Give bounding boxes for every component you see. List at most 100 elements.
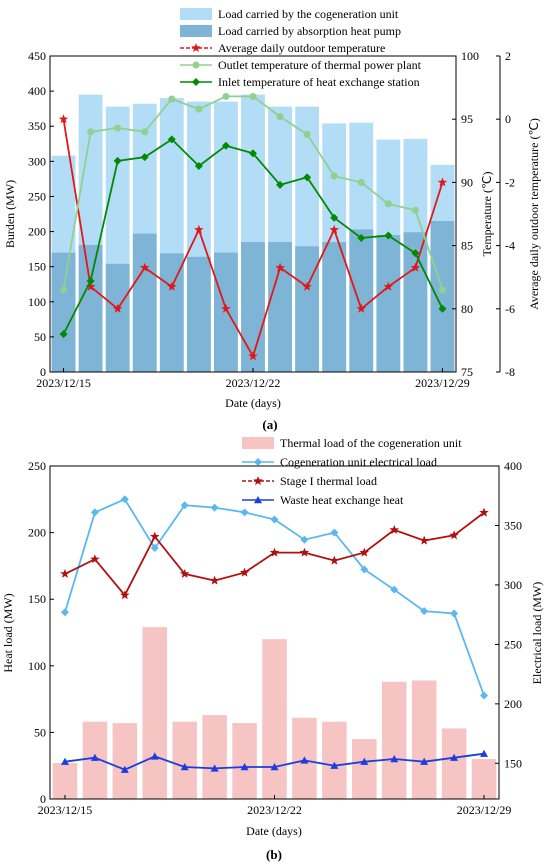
x-tick-label: 2023/12/15: [38, 803, 93, 817]
b-bar-thermal-load: [441, 728, 467, 799]
a-y-tick-label: 0: [40, 365, 46, 379]
b-point-stage-i-thermal: [419, 535, 429, 545]
a-point-outdoor-temp: [329, 224, 339, 234]
b-y-tick-label: 0: [40, 792, 46, 806]
a-bar-heat-pump: [295, 246, 320, 372]
a-left-axis: 0 50 100 150 200 250 300 350 400 450: [28, 49, 54, 379]
a-point-outdoor-temp: [58, 114, 69, 124]
b-bar-thermal-load: [202, 715, 227, 799]
a-y-tick-label: 450: [28, 49, 46, 63]
a-point-outdoor-temp: [112, 303, 123, 313]
b-point-waste-heat: [120, 765, 129, 773]
b-legend-thermal-load: Thermal load of the cogeneration unit: [242, 436, 462, 450]
b-x-axis: 2023/12/15 2023/12/22 2023/12/29: [38, 795, 512, 817]
a-bar-heat-pump: [214, 252, 238, 372]
a-bars: [51, 94, 455, 373]
b-point-waste-heat: [420, 757, 429, 765]
a-y-right2-tick-label: -2: [505, 175, 515, 189]
b-bars: [52, 627, 497, 799]
a-point-outdoor-temp: [275, 262, 285, 272]
a-point-inlet-temp: [59, 330, 68, 339]
a-point-outlet-temp: [303, 130, 311, 138]
b-legend-waste-heat-label: Waste heat exchange heat: [280, 493, 404, 507]
b-bar-thermal-load: [381, 681, 407, 799]
b-legend-waste-heat-marker: [254, 496, 262, 504]
b-point-stage-i-thermal: [60, 568, 70, 578]
b-y-tick-label: 50: [34, 725, 46, 739]
b-bar-thermal-load: [52, 763, 78, 799]
b-point-waste-heat: [240, 763, 249, 771]
b-y-right1-tick-label: 250: [504, 637, 522, 651]
b-point-stage-i-thermal: [299, 547, 310, 557]
a-bar-heat-pump: [105, 263, 130, 372]
a-legend-outlet-temp-label: Outlet temperature of thermal power plan…: [218, 58, 422, 72]
a-point-outlet-temp: [114, 124, 122, 132]
b-bar-thermal-load: [322, 721, 347, 799]
a-y-right1-tick-label: 100: [461, 49, 479, 63]
x-tick-label: 2023/12/22: [247, 803, 302, 817]
a-point-outdoor-temp: [221, 303, 231, 313]
a-point-outdoor-temp: [85, 281, 96, 291]
a-point-outdoor-temp: [302, 281, 312, 291]
a-y-right2-tick-label: 2: [505, 49, 511, 63]
a-legend-cogeneration: Load carried by the cogeneration unit: [180, 7, 399, 21]
b-point-stage-i-thermal: [120, 590, 130, 600]
b-legend-stage-i-label: Stage I thermal load: [280, 474, 377, 488]
a-y-right1-tick-label: 95: [461, 112, 473, 126]
a-point-inlet-temp: [303, 173, 312, 182]
a-point-outlet-temp: [195, 105, 203, 113]
b-point-stage-i-thermal: [209, 575, 220, 585]
a-ylabel: Burden (MW): [3, 180, 17, 248]
b-bar-thermal-load: [471, 759, 497, 799]
a-y-right2-tick-label: -8: [505, 365, 515, 379]
b-point-electrical-load: [270, 515, 279, 524]
b-point-electrical-load: [120, 495, 129, 504]
a-y-right2-tick-label: -4: [505, 239, 515, 253]
b-legend: Thermal load of the cogeneration unit Cog…: [242, 436, 462, 507]
a-point-outdoor-temp: [356, 303, 366, 313]
x-tick-label: 2023/12/29: [457, 803, 512, 817]
b-bar-thermal-load: [232, 723, 257, 799]
b-point-stage-i-thermal: [389, 524, 399, 534]
a-x-axis: 2023/12/15 2023/12/22 2023/12/29: [36, 368, 470, 390]
a-point-inlet-temp: [330, 213, 339, 222]
a-bar-heat-pump: [376, 235, 401, 372]
a-y-tick-label: 250: [28, 189, 46, 203]
a-point-inlet-temp: [167, 135, 176, 144]
b-point-electrical-load: [90, 508, 99, 517]
b-ylabel-right1: Electrical load (MW): [530, 582, 544, 685]
a-xlabel: Date (days): [225, 396, 281, 410]
a-y-right1-tick-label: 75: [461, 365, 473, 379]
b-point-waste-heat: [450, 753, 459, 761]
b-point-waste-heat: [480, 749, 489, 757]
a-y-tick-label: 150: [28, 260, 46, 274]
a-legend-outdoor-temp: Average daily outdoor temperature: [180, 41, 385, 55]
a-point-inlet-temp: [249, 149, 257, 158]
a-legend-cogeneration-label: Load carried by the cogeneration unit: [218, 7, 399, 21]
b-bar-thermal-load: [142, 627, 168, 799]
x-tick-label: 2023/12/15: [36, 376, 91, 390]
a-point-outlet-temp: [384, 200, 392, 208]
a-y-right2-tick-label: 0: [505, 112, 511, 126]
b-point-electrical-load: [420, 607, 429, 616]
b-right1-axis: 150 200 250 300 350 400: [495, 459, 522, 770]
b-bar-thermal-load: [262, 639, 287, 799]
a-y-tick-label: 350: [28, 119, 46, 133]
b-point-electrical-load: [360, 565, 369, 574]
a-right1-axis: 75 80 85 90 95 100: [452, 49, 479, 379]
a-point-inlet-temp: [411, 249, 420, 258]
b-point-waste-heat: [60, 757, 69, 765]
a-point-outlet-temp: [222, 92, 230, 100]
a-point-inlet-temp: [276, 180, 285, 189]
a-y-tick-label: 50: [34, 330, 46, 344]
b-legend-electrical-load-marker: [254, 458, 262, 466]
a-y-right1-tick-label: 80: [461, 302, 473, 316]
a-point-outdoor-temp: [194, 224, 204, 234]
a-legend-heat-pump-swatch: [180, 25, 212, 37]
b-point-waste-heat: [270, 763, 279, 771]
a-point-outlet-temp: [411, 206, 419, 214]
b-legend-stage-i: Stage I thermal load: [242, 474, 377, 488]
b-point-stage-i-thermal: [449, 530, 459, 540]
a-point-outlet-temp: [87, 128, 95, 136]
